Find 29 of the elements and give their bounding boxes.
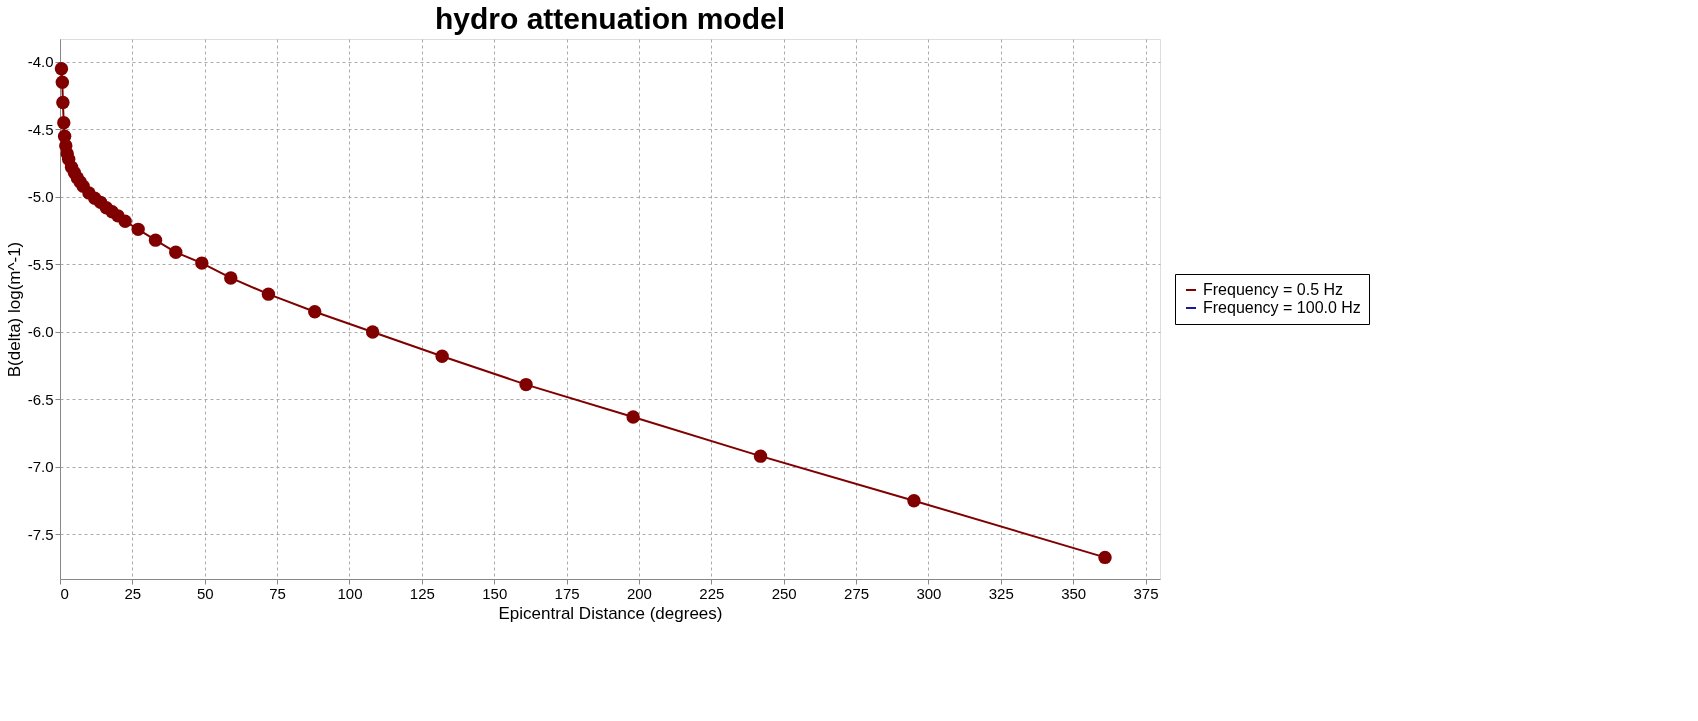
x-tick-label: 275 [844,584,870,602]
chart-title: hydro attenuation model [434,2,786,35]
legend-label: Frequency = 100.0 Hz [1203,299,1361,316]
x-tick-label: 250 [771,584,797,602]
y-axis-title: B(delta) log(m^-1) [4,241,24,378]
x-tick-label: 375 [1133,584,1159,602]
x-tick-label: 75 [269,584,286,602]
x-tick-label: 225 [699,584,725,602]
y-tick-label: -5.0 [27,188,54,206]
x-tick-label: 325 [988,584,1014,602]
x-tick-label: 300 [916,584,942,602]
x-tick-label: 350 [1061,584,1087,602]
y-tick-label: -4.5 [27,120,54,138]
x-tick-label: 150 [482,584,508,602]
y-tick-label: -7.5 [27,525,54,543]
x-tick-label: 100 [337,584,363,602]
x-axis-title: Epicentral Distance (degrees) [498,603,723,623]
x-tick-label: 175 [554,584,580,602]
y-tick-label: -4.0 [27,53,54,71]
y-tick-label: -7.0 [27,458,54,476]
x-tick-label: 0 [60,584,69,602]
y-tick-label: -6.5 [27,390,54,408]
x-tick-label: 200 [626,584,652,602]
legend-label: Frequency = 0.5 Hz [1203,281,1344,298]
x-tick-label: 25 [124,584,142,602]
y-tick-label: -6.0 [27,323,54,341]
y-tick-label: -5.5 [27,255,54,273]
x-tick-label: 50 [196,584,214,602]
x-tick-label: 125 [409,584,435,602]
